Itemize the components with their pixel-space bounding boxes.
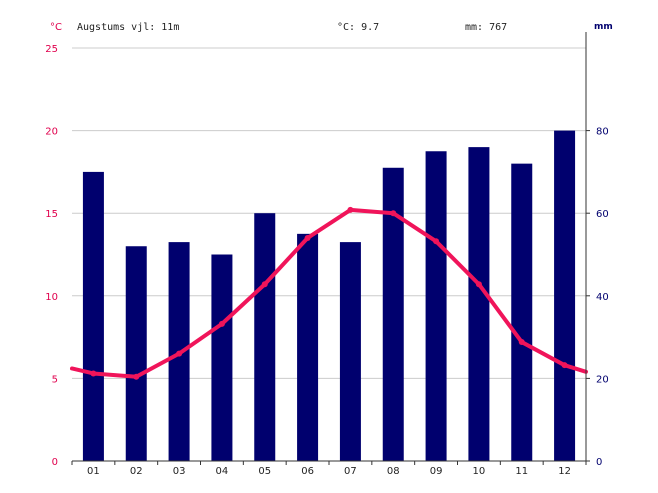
month-label: 11 xyxy=(515,466,528,477)
temperature-point xyxy=(133,373,140,380)
month-label: 09 xyxy=(430,466,443,477)
month-label: 07 xyxy=(344,466,357,477)
precipitation-bar xyxy=(297,233,319,461)
precipitation-unit-label: mm xyxy=(594,22,613,32)
month-label: 04 xyxy=(216,466,229,477)
month-label: 01 xyxy=(87,466,100,477)
month-label: 05 xyxy=(258,466,271,477)
precipitation-bar xyxy=(382,167,404,461)
temperature-unit-label: °C xyxy=(50,22,62,33)
temperature-point xyxy=(176,350,183,357)
temperature-tick-label: 20 xyxy=(45,127,58,138)
average-temperature-label: °C: 9.7 xyxy=(337,22,380,33)
precipitation-bar xyxy=(511,163,533,461)
temperature-tick-label: 10 xyxy=(45,292,58,303)
temperature-point xyxy=(433,238,440,245)
precipitation-tick-label: 20 xyxy=(596,374,609,385)
precipitation-tick-label: 0 xyxy=(596,457,602,468)
temperature-tick-label: 0 xyxy=(52,457,58,468)
temperature-point xyxy=(90,370,97,377)
precipitation-bar xyxy=(82,171,104,461)
month-label: 12 xyxy=(558,466,571,477)
temperature-point xyxy=(347,206,354,213)
precipitation-bar xyxy=(211,254,233,461)
temperature-point xyxy=(390,210,397,217)
precipitation-tick-label: 60 xyxy=(596,209,609,220)
month-label: 02 xyxy=(130,466,143,477)
temperature-point xyxy=(218,320,225,327)
temperature-point xyxy=(261,281,268,288)
precipitation-bar xyxy=(125,246,147,461)
month-label: 10 xyxy=(473,466,486,477)
temperature-point xyxy=(561,362,568,369)
precipitation-bar xyxy=(425,151,447,461)
precipitation-bar xyxy=(254,213,276,461)
annual-precipitation-label: mm: 767 xyxy=(465,22,508,33)
month-label: 03 xyxy=(173,466,186,477)
temperature-tick-label: 5 xyxy=(52,374,58,385)
precipitation-bar xyxy=(339,242,361,461)
precipitation-tick-label: 40 xyxy=(596,292,609,303)
precipitation-tick-label: 80 xyxy=(596,127,609,138)
altitude-label: Augstums vjl: 11m xyxy=(77,22,180,33)
temperature-point xyxy=(304,234,311,241)
temperature-tick-label: 25 xyxy=(45,44,58,55)
temperature-point xyxy=(475,281,482,288)
precipitation-bar xyxy=(468,147,490,461)
month-label: 06 xyxy=(301,466,314,477)
precipitation-bar xyxy=(554,130,576,461)
temperature-tick-label: 15 xyxy=(45,209,58,220)
temperature-point xyxy=(518,339,525,346)
temperature-line xyxy=(70,207,588,379)
month-label: 08 xyxy=(387,466,400,477)
